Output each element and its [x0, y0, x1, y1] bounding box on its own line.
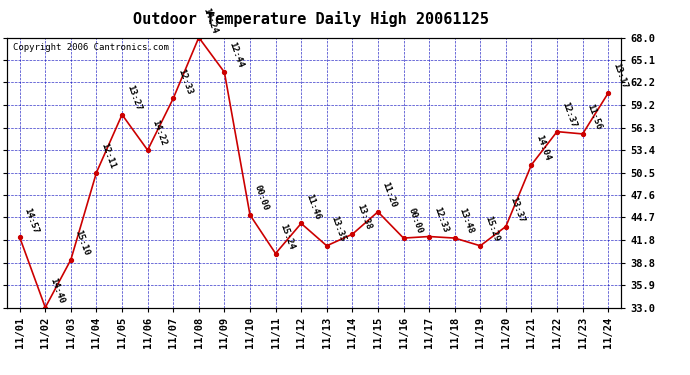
Text: 12:11: 12:11 [99, 141, 117, 170]
Text: 13:27: 13:27 [125, 84, 142, 112]
Text: 12:37: 12:37 [560, 100, 578, 129]
Text: 15:10: 15:10 [74, 228, 91, 257]
Text: 14:40: 14:40 [48, 276, 66, 305]
Text: 15:29: 15:29 [483, 214, 501, 243]
Text: 13:17: 13:17 [611, 62, 629, 90]
Text: 11:20: 11:20 [381, 181, 398, 209]
Text: 00:00: 00:00 [406, 207, 424, 235]
Text: 14:57: 14:57 [23, 206, 40, 234]
Text: 11:46: 11:46 [304, 192, 322, 220]
Text: 00:00: 00:00 [253, 184, 270, 212]
Text: 14:24: 14:24 [201, 6, 219, 35]
Text: 14:22: 14:22 [150, 119, 168, 147]
Text: 12:33: 12:33 [432, 206, 449, 234]
Text: Copyright 2006 Cantronics.com: Copyright 2006 Cantronics.com [13, 43, 169, 52]
Text: 13:35: 13:35 [330, 214, 347, 243]
Text: 15:24: 15:24 [278, 222, 296, 251]
Text: 13:38: 13:38 [355, 203, 373, 231]
Text: 12:33: 12:33 [176, 68, 194, 96]
Text: 13:37: 13:37 [509, 195, 526, 224]
Text: 12:44: 12:44 [227, 41, 245, 69]
Text: 11:56: 11:56 [585, 103, 603, 131]
Text: Outdoor Temperature Daily High 20061125: Outdoor Temperature Daily High 20061125 [132, 11, 489, 27]
Text: 14:04: 14:04 [534, 134, 552, 162]
Text: 13:48: 13:48 [457, 207, 475, 235]
